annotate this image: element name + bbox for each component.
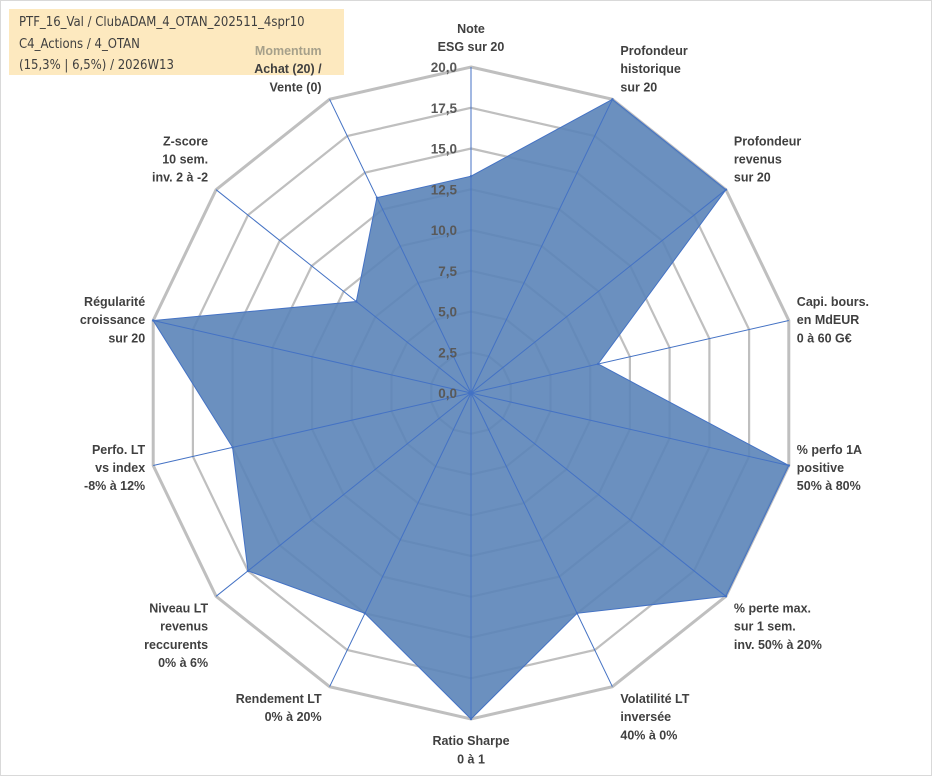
tick-label: 5,0 [438,305,457,320]
portfolio-stats: (15,3% | 6,5%) / 2026W13 [19,58,174,73]
tick-label: 15,0 [431,142,457,157]
tick-label: 10,0 [431,223,457,238]
data-point [469,175,473,178]
axis-label: Niveau LT revenus reccurents 0% à 6% [144,602,208,671]
axis-label: % perte max. sur 1 sem. inv. 50% à 20% [734,602,822,652]
tick-label: 17,5 [431,101,458,116]
axis-spoke [470,392,789,466]
axis-label: Momentum Achat (20) / Vente (0) [254,44,322,94]
data-point [724,188,728,191]
axis-spoke [153,320,472,394]
data-point [469,717,473,721]
data-point [152,319,155,322]
portfolio-info-box: PTF_16_Val / ClubADAM_4_OTAN_202511_4spr… [9,9,344,75]
tick-label: 12,5 [431,182,458,197]
data-point [246,569,250,573]
portfolio-category: C4_Actions / 4_OTAN [19,37,140,52]
axis-spoke [470,392,613,687]
axis-spoke [215,189,472,394]
axis-label: Ratio Sharpe 0 à 1 [432,734,509,766]
axis-spoke [470,189,727,394]
axis-label: Régularité croissance sur 20 [80,295,145,345]
tick-label: 20,0 [431,60,457,75]
axis-label: Volatilité LT inversée 40% à 0% [620,692,689,742]
axis-spoke [470,392,727,597]
axis-label: Note ESG sur 20 [438,22,505,54]
axis-label: Rendement LT 0% à 20% [236,692,322,724]
axis-label: % perfo 1A positive 50% à 80% [797,443,862,493]
axis-spoke [470,99,613,394]
data-point [375,196,379,199]
tick-label: 0,0 [438,386,457,401]
axis-label: Capi. bours. en MdEUR 0 à 60 G€ [797,295,869,345]
axis-spoke [329,99,472,394]
tick-label: 2,5 [438,345,457,360]
axis-label: Profondeur historique sur 20 [620,44,687,94]
data-point [231,446,234,449]
data-point [363,612,367,615]
data-point [611,98,614,101]
axis-spoke [329,392,472,687]
axis-label: Z-score 10 sem. inv. 2 à -2 [152,134,208,184]
portfolio-name: PTF_16_Val / ClubADAM_4_OTAN_202511_4spr… [19,15,305,30]
data-point [575,612,579,615]
data-point [596,362,600,366]
axis-label: Perfo. LT vs index -8% à 12% [84,443,146,493]
data-point [787,464,790,467]
axis-spoke [215,392,472,597]
data-point [724,595,728,598]
axis-spoke [470,320,789,394]
axis-label: Profondeur revenus sur 20 [734,134,801,184]
data-point [355,300,358,303]
axis-spoke [153,392,472,466]
tick-label: 7,5 [438,264,457,279]
